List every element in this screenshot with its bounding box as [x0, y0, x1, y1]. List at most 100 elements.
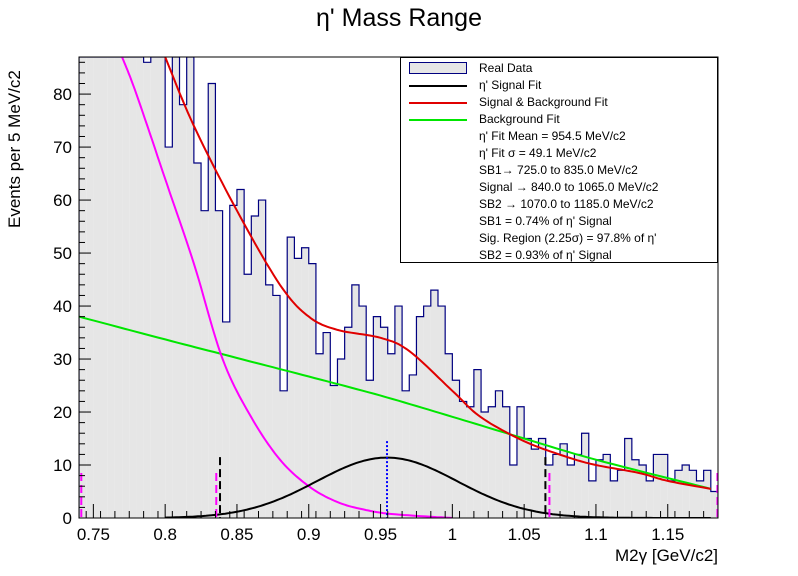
y-tick-label: 30 — [53, 350, 72, 369]
histogram-bin — [567, 465, 575, 518]
histogram-bin — [287, 237, 295, 518]
histogram-bin — [581, 433, 589, 518]
histogram-bin — [653, 454, 661, 518]
histogram-bin — [208, 83, 216, 518]
histogram-bin — [265, 284, 273, 518]
plot-frame — [78, 56, 719, 519]
histogram-bin — [574, 454, 582, 518]
chart-title: η' Mass Range — [316, 4, 482, 32]
histogram-bin — [244, 274, 252, 518]
histogram-bin — [122, 57, 130, 518]
legend-entry: SB1→ 725.0 to 835.0 MeV/c2 — [401, 162, 719, 179]
histogram-bin — [143, 62, 151, 518]
histogram-bin — [351, 284, 360, 518]
histogram-bin — [157, 57, 166, 518]
histogram-bin — [516, 406, 525, 518]
histogram-bin — [416, 316, 424, 518]
histogram-bin — [373, 316, 381, 518]
histogram-bin — [387, 353, 395, 518]
legend-box-symbol — [409, 62, 467, 74]
histogram-bin — [165, 147, 173, 518]
legend-line-symbol — [409, 85, 467, 87]
y-tick-label: 60 — [53, 191, 72, 210]
histogram-bin — [703, 470, 711, 518]
histogram-bin — [86, 57, 94, 518]
histogram-bin — [696, 480, 704, 518]
x-tick-label: 0.8 — [153, 525, 177, 544]
histogram-bin — [595, 459, 604, 518]
histogram-bin — [380, 327, 388, 518]
histogram-bin — [588, 480, 596, 518]
background-fit-line — [79, 315, 712, 490]
histogram-bin — [524, 438, 532, 518]
histogram-bin — [136, 57, 144, 518]
histogram-bin — [682, 465, 690, 518]
y-tick-label: 40 — [53, 297, 72, 316]
x-tick-label: 1.15 — [651, 525, 684, 544]
legend-label: SB2 → 1070.0 to 1185.0 MeV/c2 — [479, 197, 654, 211]
legend-entry: η' Signal Fit — [401, 77, 719, 94]
histogram-bin — [674, 470, 683, 518]
legend-entry: Sig. Region (2.25σ) = 97.8% of η' — [401, 230, 719, 247]
histogram-bin — [179, 104, 187, 518]
histogram-bin — [617, 470, 625, 518]
legend-label: SB1→ 725.0 to 835.0 MeV/c2 — [479, 163, 638, 177]
legend-label: Signal & Background Fit — [479, 95, 608, 109]
legend-line-symbol — [409, 102, 467, 104]
histogram-bin — [437, 306, 446, 518]
histogram-bin — [452, 380, 460, 518]
histogram-bin — [323, 332, 331, 518]
x-tick-label: 0.85 — [220, 525, 253, 544]
histogram-bin — [294, 258, 302, 518]
histogram-bin — [315, 353, 324, 518]
histogram-bin — [552, 454, 561, 518]
legend-label: Signal → 840.0 to 1065.0 MeV/c2 — [479, 180, 659, 194]
histogram-bin — [172, 57, 180, 518]
histogram-bin — [272, 295, 281, 518]
histogram-bin — [129, 57, 137, 518]
histogram-bin — [481, 412, 489, 518]
legend-entry: Signal → 840.0 to 1065.0 MeV/c2 — [401, 179, 719, 196]
y-tick-label: 80 — [53, 85, 72, 104]
histogram-bin — [100, 57, 108, 518]
y-tick-label: 20 — [53, 403, 72, 422]
histogram-bin — [639, 465, 647, 518]
legend-line-symbol — [409, 119, 467, 121]
histogram-bin — [258, 200, 266, 518]
histogram-bin — [222, 321, 230, 518]
histogram-bin — [488, 406, 496, 518]
histogram-bin — [509, 465, 517, 518]
histogram-bin — [603, 454, 611, 518]
histogram-bin — [459, 401, 467, 518]
total-fit-line — [164, 57, 711, 490]
legend-label: η' Signal Fit — [479, 78, 542, 92]
histogram-bin — [330, 385, 338, 518]
histogram-bin — [430, 290, 438, 518]
legend-entry: SB2 = 0.93% of η' Signal — [401, 247, 719, 264]
histogram-bin — [660, 454, 668, 518]
y-tick-label: 10 — [53, 456, 72, 475]
histogram-bin — [560, 443, 568, 518]
plot-area — [79, 57, 718, 518]
histogram-outline — [79, 57, 718, 518]
legend-label: SB1 = 0.74% of η' Signal — [479, 214, 612, 228]
histogram-bin — [201, 210, 209, 518]
legend-entry: SB2 → 1070.0 to 1185.0 MeV/c2 — [401, 196, 719, 213]
x-tick-label: 1.05 — [508, 525, 541, 544]
y-tick-label: 0 — [63, 509, 72, 528]
histogram-bin — [394, 306, 403, 518]
legend-entry: η' Fit σ = 49.1 MeV/c2 — [401, 145, 719, 162]
histogram-bin — [359, 306, 367, 518]
histogram-bin — [423, 306, 431, 518]
histogram-bin — [193, 162, 202, 518]
histogram-bin — [150, 57, 158, 518]
histogram-bin — [79, 57, 87, 518]
x-tick-label: 1.1 — [584, 525, 608, 544]
histogram-bin — [538, 438, 546, 518]
histogram-bin — [280, 390, 288, 518]
histogram-bin — [646, 480, 654, 518]
histogram-bin — [502, 406, 510, 518]
histogram-bin — [308, 263, 316, 518]
histogram-bin — [466, 406, 474, 518]
histogram-bin — [236, 189, 245, 518]
